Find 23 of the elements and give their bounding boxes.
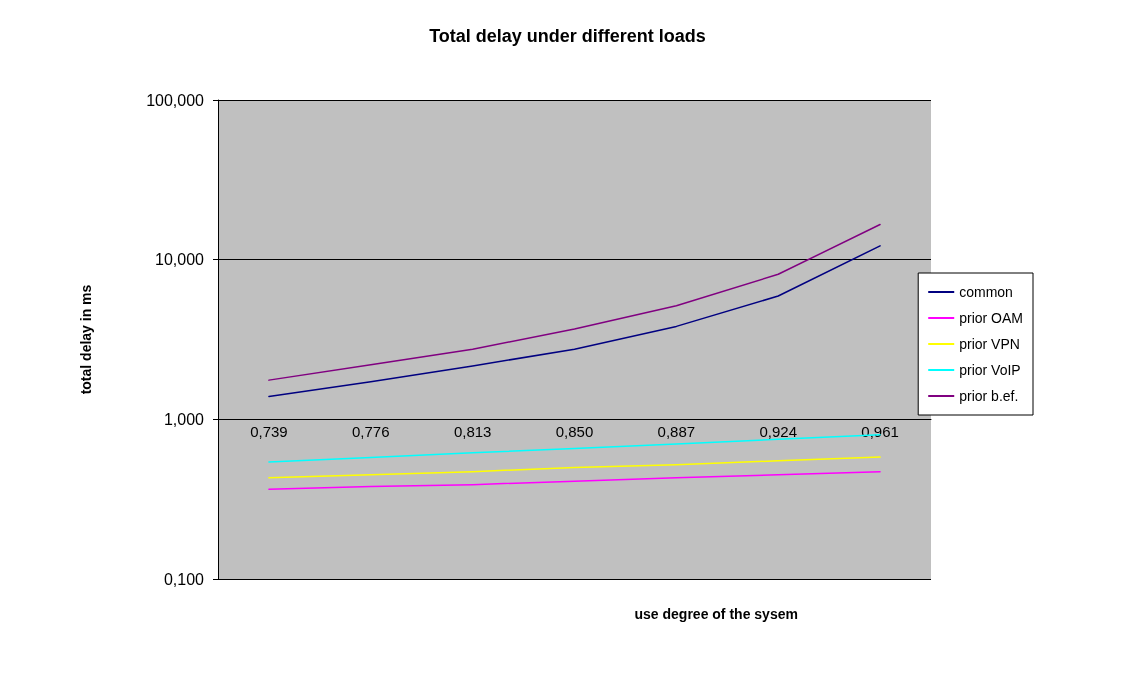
line-series	[268, 470, 881, 490]
legend-label: prior VoIP	[959, 362, 1021, 378]
line-series	[268, 245, 881, 398]
y-tick-label: 0,100	[163, 570, 205, 588]
x-axis-title: use degree of the sysem	[634, 606, 798, 622]
legend-label: prior b.ef.	[959, 388, 1019, 404]
line-series	[268, 223, 881, 381]
y-tick-label: 100,000	[146, 91, 205, 109]
x-tick-label: 0,813	[453, 423, 492, 441]
legend-label: common	[959, 284, 1013, 300]
x-tick-label: 0,924	[759, 423, 797, 441]
chart-title: Total delay under different loads	[429, 26, 706, 46]
x-tick-label: 0,776	[352, 423, 390, 441]
legend-label: prior VPN	[959, 336, 1020, 352]
x-tick-label: 0,850	[555, 423, 594, 441]
y-tick-label: 1,000	[163, 410, 205, 428]
x-tick-label: 0,961	[861, 423, 899, 441]
y-axis-title: total delay in ms	[78, 284, 94, 395]
y-tick-label: 10,000	[155, 251, 205, 269]
x-tick-label: 0,887	[657, 423, 696, 441]
x-tick-label: 0,739	[250, 423, 288, 441]
line-series	[268, 456, 881, 479]
legend-label: prior OAM	[959, 310, 1024, 326]
